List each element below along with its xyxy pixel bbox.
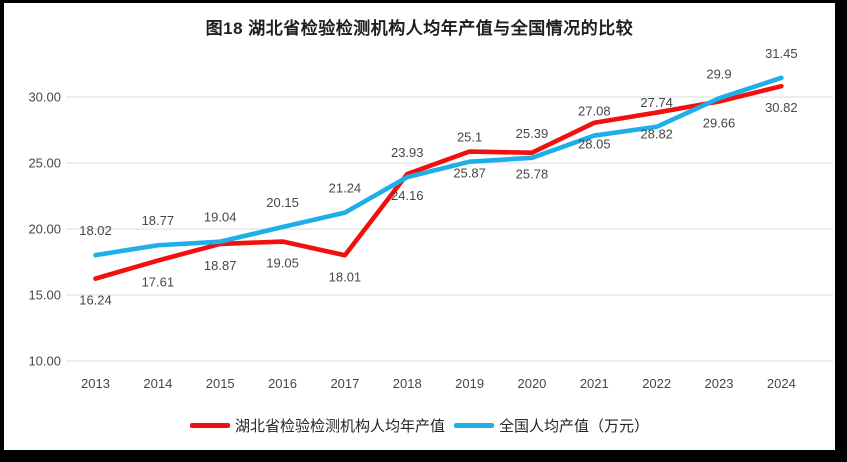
data-label-hubei: 25.78 bbox=[516, 167, 549, 182]
legend-item-hubei: 湖北省检验检测机构人均年产值 bbox=[189, 415, 445, 436]
legend-line-icon-national bbox=[454, 423, 494, 428]
y-axis-tick-label: 30.00 bbox=[28, 90, 61, 105]
data-label-hubei: 30.82 bbox=[765, 100, 798, 115]
data-label-national: 29.9 bbox=[706, 66, 731, 81]
data-label-hubei: 28.82 bbox=[640, 127, 673, 142]
data-label-hubei: 25.87 bbox=[453, 166, 486, 181]
x-axis-tick-label: 2020 bbox=[517, 376, 546, 391]
y-axis-tick-label: 20.00 bbox=[28, 222, 61, 237]
series-line-hubei bbox=[93, 83, 784, 281]
chart-legend: 湖北省检验检测机构人均年产值 全国人均产值（万元） bbox=[4, 415, 835, 436]
x-axis-tick-label: 2024 bbox=[767, 376, 796, 391]
legend-item-national: 全国人均产值（万元） bbox=[454, 415, 649, 436]
x-axis-tick-label: 2016 bbox=[268, 376, 297, 391]
legend-label-hubei: 湖北省检验检测机构人均年产值 bbox=[234, 418, 445, 435]
data-label-national: 27.74 bbox=[640, 95, 673, 110]
x-axis-tick-label: 2014 bbox=[143, 376, 172, 391]
data-label-national: 21.24 bbox=[329, 181, 362, 196]
x-axis-tick-label: 2015 bbox=[206, 376, 235, 391]
data-label-hubei: 24.16 bbox=[391, 188, 424, 203]
x-axis-tick-label: 2017 bbox=[330, 376, 359, 391]
data-label-national: 20.15 bbox=[266, 195, 299, 210]
y-axis-tick-label: 15.00 bbox=[28, 288, 61, 303]
y-axis-tick-label: 10.00 bbox=[28, 354, 61, 369]
data-label-hubei: 18.87 bbox=[204, 258, 237, 273]
data-label-national: 23.93 bbox=[391, 145, 424, 160]
data-label-national: 19.04 bbox=[204, 210, 237, 225]
legend-label-national: 全国人均产值（万元） bbox=[499, 418, 650, 435]
data-label-hubei: 18.01 bbox=[329, 269, 362, 284]
data-label-hubei: 29.66 bbox=[703, 115, 736, 130]
line-chart-canvas: 30.00 25.00 20.00 15.00 10.00 2013 2014 2015 201… bbox=[28, 46, 833, 391]
data-label-national: 25.39 bbox=[516, 126, 549, 141]
legend-line-icon-hubei bbox=[189, 423, 230, 428]
data-label-national: 31.45 bbox=[765, 46, 798, 61]
data-label-hubei: 17.61 bbox=[142, 275, 175, 290]
data-label-national: 18.77 bbox=[142, 213, 175, 228]
x-axis-tick-label: 2018 bbox=[393, 376, 422, 391]
x-axis-tick-label: 2022 bbox=[642, 376, 671, 391]
chart-title: 图18 湖北省检验检测机构人均年产值与全国情况的比较 bbox=[205, 19, 634, 38]
data-label-national: 18.02 bbox=[79, 223, 112, 238]
x-axis-tick-label: 2023 bbox=[705, 376, 734, 391]
data-label-hubei: 28.05 bbox=[578, 137, 611, 152]
data-label-hubei: 16.24 bbox=[79, 293, 112, 308]
data-label-national: 25.1 bbox=[457, 130, 482, 145]
x-axis-tick-label: 2021 bbox=[580, 376, 609, 391]
x-axis-tick-label: 2019 bbox=[455, 376, 484, 391]
data-label-national: 27.08 bbox=[578, 104, 611, 119]
y-axis-tick-label: 25.00 bbox=[28, 156, 61, 171]
series-line-national bbox=[93, 75, 784, 258]
x-axis-tick-label: 2013 bbox=[81, 376, 110, 391]
data-label-hubei: 19.05 bbox=[266, 256, 299, 271]
